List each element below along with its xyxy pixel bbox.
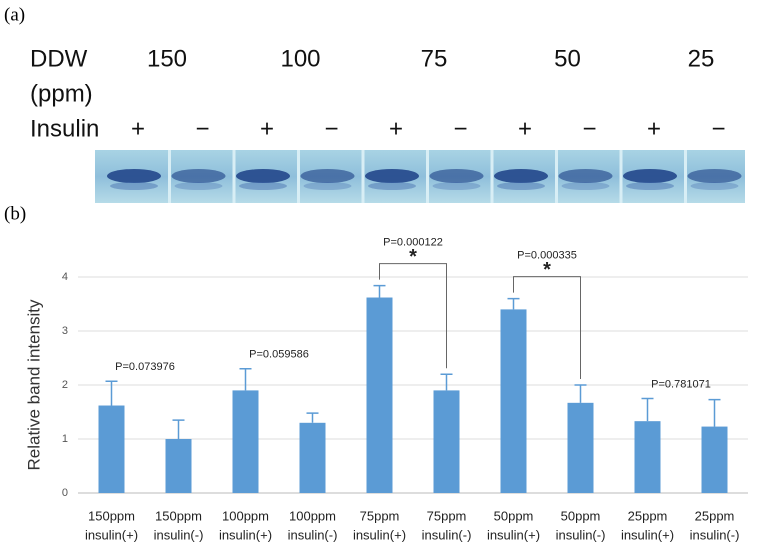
concentration: 25 <box>688 45 715 72</box>
insulin-sign: + <box>131 115 145 142</box>
x-tick-label: insulin(-) <box>556 527 606 542</box>
insulin-sign: − <box>324 115 338 142</box>
blot-band <box>497 182 545 190</box>
p-value: P=0.059586 <box>249 349 309 361</box>
blot-band <box>558 169 613 183</box>
blot-band <box>110 182 158 190</box>
blot-band <box>687 169 742 183</box>
blot-band <box>623 169 677 183</box>
significance-bracket <box>379 263 447 369</box>
x-tick-label: 50ppm <box>561 508 601 523</box>
x-tick-label: 50ppm <box>494 508 534 523</box>
row-label: DDW <box>30 45 88 72</box>
p-value: P=0.000122 <box>383 237 443 249</box>
blot-band <box>690 182 739 190</box>
error-bar <box>507 297 520 310</box>
y-tick-label: 2 <box>62 379 68 391</box>
significance-bracket <box>513 276 581 379</box>
x-tick-label: insulin(+) <box>621 527 674 542</box>
error-bar <box>172 419 185 439</box>
blot-band <box>300 169 355 183</box>
insulin-sign: + <box>260 115 274 142</box>
x-tick-label: insulin(+) <box>487 527 540 542</box>
blot-band <box>174 182 223 190</box>
bar <box>299 422 326 493</box>
blot-band <box>494 169 548 183</box>
x-tick-label: insulin(-) <box>288 527 338 542</box>
error-bar <box>306 412 319 423</box>
panel-label: (a) <box>4 4 25 25</box>
x-tick-label: 100ppm <box>289 508 336 523</box>
x-tick-label: 75ppm <box>427 508 467 523</box>
bar <box>232 390 259 493</box>
y-tick-label: 0 <box>62 487 68 499</box>
x-tick-label: 150ppm <box>155 508 202 523</box>
insulin-sign: + <box>389 115 403 142</box>
x-tick-label: insulin(-) <box>422 527 472 542</box>
significance-mark: * <box>543 259 551 281</box>
x-tick-label: 75ppm <box>360 508 400 523</box>
blot-band <box>171 169 226 183</box>
x-tick-label: insulin(-) <box>154 527 204 542</box>
bar <box>433 390 460 493</box>
error-bar <box>373 284 386 298</box>
row-label: Insulin <box>30 115 99 142</box>
insulin-sign: − <box>453 115 467 142</box>
x-tick-label: insulin(+) <box>353 527 406 542</box>
panel-label: (b) <box>4 203 26 224</box>
blot-band <box>432 182 481 190</box>
blot-band <box>365 169 419 183</box>
x-tick-label: 100ppm <box>222 508 269 523</box>
insulin-sign: − <box>195 115 209 142</box>
concentration: 100 <box>280 45 320 72</box>
bar <box>98 405 125 493</box>
blot-band <box>561 182 610 190</box>
x-tick-label: insulin(+) <box>85 527 138 542</box>
insulin-sign: − <box>582 115 596 142</box>
blot-band <box>239 182 287 190</box>
y-tick-label: 3 <box>62 325 68 337</box>
error-bar <box>105 380 118 406</box>
blot-band <box>107 169 161 183</box>
bar <box>500 309 527 493</box>
row-label: (ppm) <box>30 80 93 107</box>
error-bar <box>440 373 453 391</box>
bar <box>701 426 728 493</box>
x-tick-label: 25ppm <box>695 508 735 523</box>
y-tick-label: 4 <box>62 271 68 283</box>
y-tick-label: 1 <box>62 433 68 445</box>
p-value: P=0.000335 <box>517 250 577 262</box>
error-bar <box>641 397 654 422</box>
x-tick-label: 25ppm <box>628 508 668 523</box>
blot-band <box>626 182 674 190</box>
p-value: P=0.073976 <box>115 361 175 373</box>
bar <box>366 297 393 493</box>
insulin-sign: + <box>518 115 532 142</box>
error-bar <box>239 368 252 391</box>
bar <box>634 421 661 493</box>
p-value: P=0.781071 <box>651 378 711 390</box>
error-bar <box>708 398 721 427</box>
concentration: 50 <box>554 45 581 72</box>
x-tick-label: 150ppm <box>88 508 135 523</box>
y-axis-label: Relative band intensity <box>24 299 43 471</box>
bar <box>567 402 594 493</box>
error-bar <box>574 384 587 403</box>
insulin-sign: + <box>647 115 661 142</box>
x-tick-label: insulin(+) <box>219 527 272 542</box>
blot-image <box>95 150 745 203</box>
bar <box>165 439 192 493</box>
blot-band <box>429 169 484 183</box>
concentration: 75 <box>421 45 448 72</box>
blot-band <box>236 169 290 183</box>
significance-mark: * <box>409 246 417 268</box>
insulin-sign: − <box>711 115 725 142</box>
x-tick-label: insulin(-) <box>690 527 740 542</box>
blot-band <box>368 182 416 190</box>
blot-band <box>303 182 352 190</box>
concentration: 150 <box>147 45 187 72</box>
